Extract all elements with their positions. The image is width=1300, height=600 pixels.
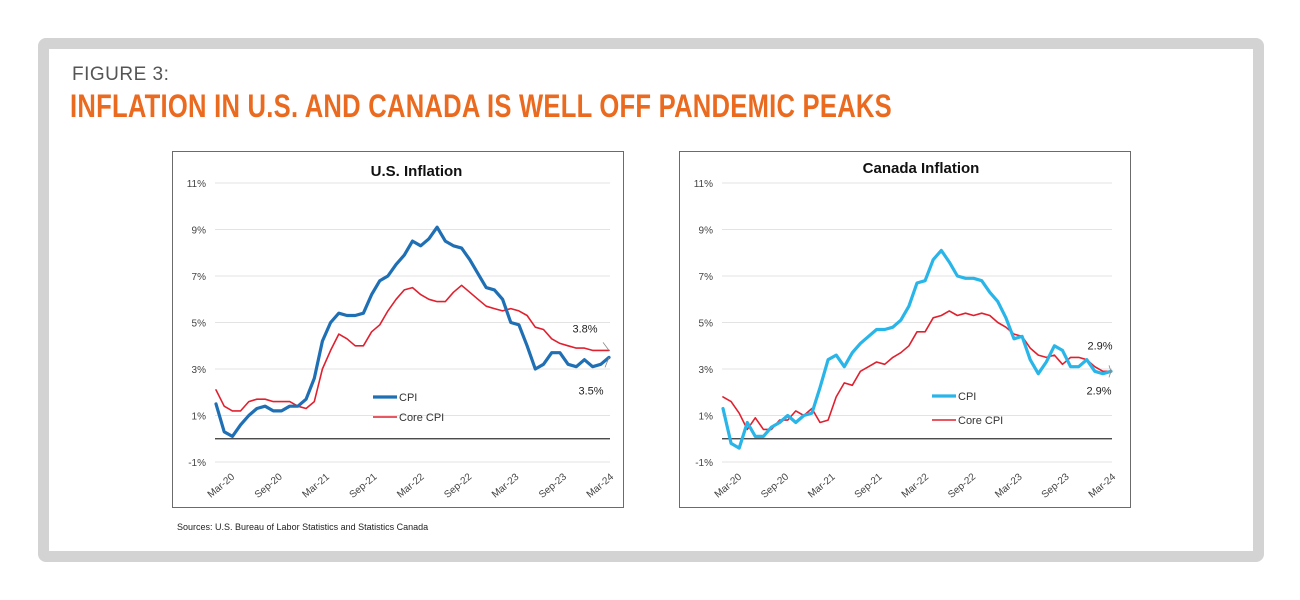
legend-label: CPI <box>399 392 417 404</box>
legend-label: Core CPI <box>958 415 1003 427</box>
x-tick-label: Mar-23 <box>993 471 1025 500</box>
series-line-core-cpi <box>215 284 610 412</box>
end-value-annotation: 3.8% <box>572 323 597 335</box>
annotation-leader-line <box>1108 371 1112 378</box>
x-tick-label: Mar-20 <box>713 471 745 500</box>
x-tick-label: Mar-24 <box>1087 471 1119 500</box>
end-value-annotation: 2.9% <box>1086 385 1111 397</box>
x-tick-label: Sep-22 <box>442 471 474 500</box>
annotation-leader-line <box>1108 365 1112 372</box>
legend-label: Core CPI <box>399 412 444 424</box>
x-tick-label: Mar-24 <box>585 471 617 500</box>
x-tick-label: Sep-21 <box>853 471 885 500</box>
x-tick-label: Sep-22 <box>946 471 978 500</box>
annotation-leader-line <box>604 357 610 368</box>
y-tick-label: 3% <box>699 365 714 376</box>
end-value-annotation: 2.9% <box>1087 340 1112 352</box>
y-tick-label: 1% <box>699 412 714 423</box>
x-tick-label: Mar-21 <box>806 471 838 500</box>
series-line-core-cpi <box>722 310 1112 431</box>
end-value-annotation: 3.5% <box>578 385 603 397</box>
y-tick-label: 3% <box>192 365 207 376</box>
x-tick-label: Sep-20 <box>759 471 791 500</box>
y-tick-label: 1% <box>192 412 207 423</box>
x-tick-label: Mar-22 <box>395 471 427 500</box>
chart-title: Canada Inflation <box>863 160 980 177</box>
figure-title: INFLATION IN U.S. AND CANADA IS WELL OFF… <box>70 88 892 124</box>
x-tick-label: Mar-21 <box>300 471 332 500</box>
annotation-leader-line <box>602 342 610 351</box>
y-tick-label: 9% <box>699 226 714 237</box>
y-tick-label: 7% <box>699 272 714 283</box>
canada-inflation-chart: Canada Inflation 11% 9% 7% 5% 3% 1% -1%Mar-20 Se… <box>694 160 1119 501</box>
y-tick-label: -1% <box>695 458 713 469</box>
chart-title: U.S. Inflation <box>371 163 463 180</box>
series-line-cpi <box>721 248 1113 450</box>
sources-note: Sources: U.S. Bureau of Labor Statistics… <box>177 522 429 532</box>
x-tick-label: Sep-21 <box>348 471 380 500</box>
x-tick-label: Mar-23 <box>490 471 522 500</box>
y-tick-label: 9% <box>192 226 207 237</box>
x-tick-label: Sep-20 <box>253 471 285 500</box>
canada-inflation-chart-panel: Canada Inflation 11% 9% 7% 5% 3% 1% -1% Mar-20 Se… <box>679 151 1131 508</box>
y-tick-label: 11% <box>187 179 206 190</box>
x-tick-label: Sep-23 <box>1040 471 1072 500</box>
y-tick-label: 11% <box>694 179 713 190</box>
y-tick-label: 7% <box>192 272 207 283</box>
figure-label: FIGURE 3: <box>72 64 170 85</box>
y-tick-label: 5% <box>699 319 714 330</box>
y-tick-label: 5% <box>192 319 207 330</box>
us-inflation-chart-panel: U.S. Inflation 11% 9% 7% 5% 3% 1% -1% Mar-20 Sep-… <box>172 151 624 508</box>
legend-label: CPI <box>958 391 976 403</box>
us-inflation-chart: U.S. Inflation 11% 9% 7% 5% 3% 1% -1%Mar-20 Sep-… <box>187 163 617 501</box>
x-tick-label: Sep-23 <box>537 471 569 500</box>
series-line-cpi <box>214 225 611 438</box>
x-tick-label: Mar-22 <box>900 471 932 500</box>
y-tick-label: -1% <box>188 458 206 469</box>
x-tick-label: Mar-20 <box>206 471 238 500</box>
